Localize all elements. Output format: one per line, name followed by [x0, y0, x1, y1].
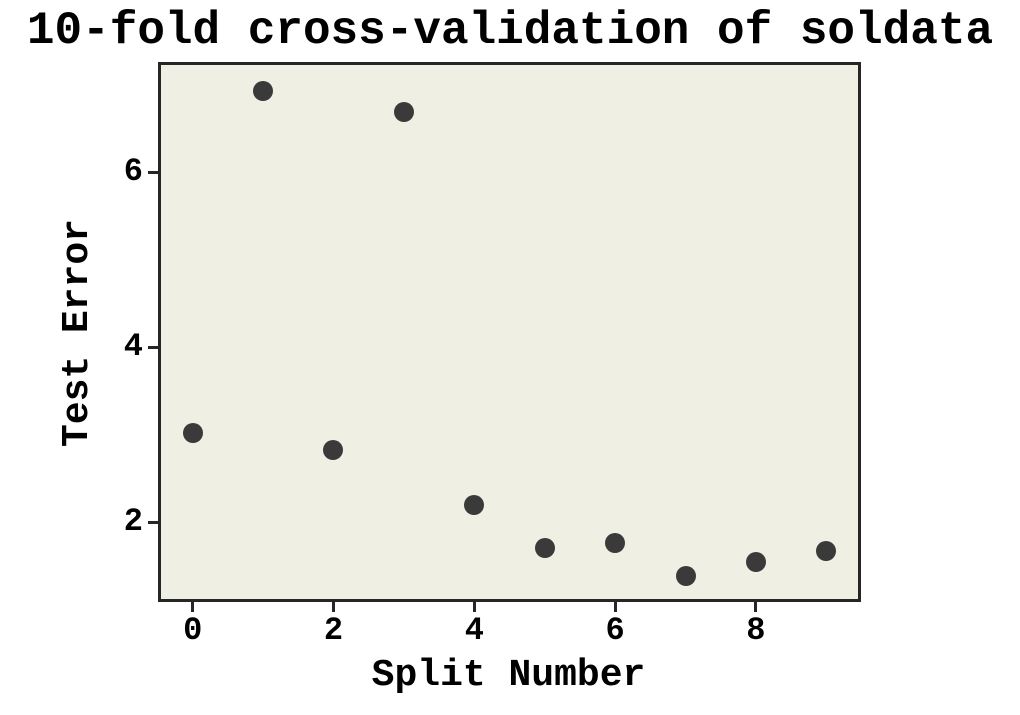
- x-tick-label: 8: [746, 612, 766, 649]
- y-tick-label: 4: [123, 328, 143, 366]
- x-tick-mark: [754, 602, 758, 612]
- y-tick-label: 6: [123, 153, 143, 191]
- x-tick-label: 0: [183, 612, 203, 649]
- x-tick-label: 6: [605, 612, 625, 649]
- scatter-point: [675, 566, 696, 587]
- y-tick-mark: [148, 345, 158, 349]
- x-tick-mark: [331, 602, 335, 612]
- y-tick-mark: [148, 170, 158, 174]
- x-tick-label: 2: [323, 612, 344, 649]
- scatter-point: [393, 102, 414, 123]
- y-tick-label: 2: [123, 503, 143, 541]
- x-tick-mark: [613, 602, 617, 612]
- x-tick-mark: [191, 602, 195, 612]
- y-tick-mark: [148, 520, 158, 524]
- scatter-point: [816, 540, 837, 561]
- scatter-point: [745, 552, 766, 573]
- plot-area: [158, 62, 861, 602]
- scatter-point: [182, 422, 203, 443]
- scatter-point: [464, 495, 485, 516]
- scatter-point: [605, 533, 626, 554]
- scatter-point: [253, 81, 274, 102]
- scatter-point: [323, 439, 344, 460]
- scatter-point: [534, 538, 555, 559]
- x-tick-mark: [472, 602, 476, 612]
- x-axis-label: Split Number: [371, 654, 646, 697]
- chart-title: 10-fold cross-validation of soldata: [26, 5, 994, 57]
- x-tick-label: 4: [464, 612, 484, 649]
